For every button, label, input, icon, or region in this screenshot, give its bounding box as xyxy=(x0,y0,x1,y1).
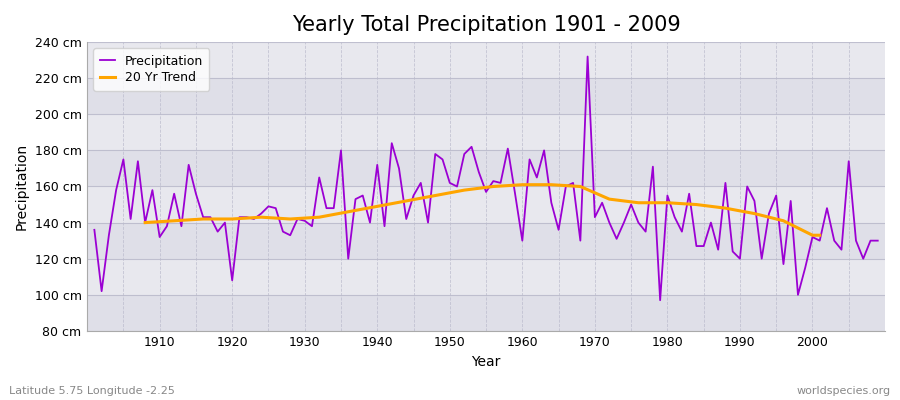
Precipitation xyxy=(654,298,665,303)
Line: Precipitation: Precipitation xyxy=(94,56,878,300)
Bar xyxy=(87,78,885,114)
20 Yr Trend xyxy=(169,218,180,223)
20 Yr Trend xyxy=(575,184,586,189)
20 Yr Trend xyxy=(778,218,789,223)
20 Yr Trend xyxy=(517,182,527,187)
20 Yr Trend xyxy=(604,197,615,202)
20 Yr Trend xyxy=(749,211,760,216)
20 Yr Trend xyxy=(720,206,731,210)
20 Yr Trend xyxy=(807,233,818,238)
20 Yr Trend xyxy=(633,200,643,205)
Bar xyxy=(87,222,885,259)
20 Yr Trend xyxy=(814,233,825,238)
Legend: Precipitation, 20 Yr Trend: Precipitation, 20 Yr Trend xyxy=(94,48,209,91)
Precipitation xyxy=(307,224,318,229)
20 Yr Trend xyxy=(227,216,238,221)
X-axis label: Year: Year xyxy=(472,355,500,369)
20 Yr Trend xyxy=(430,193,441,198)
Precipitation xyxy=(89,228,100,232)
Precipitation xyxy=(517,238,527,243)
20 Yr Trend xyxy=(546,182,557,187)
Precipitation xyxy=(509,191,520,196)
20 Yr Trend xyxy=(488,184,499,189)
Line: 20 Yr Trend: 20 Yr Trend xyxy=(145,185,820,235)
20 Yr Trend xyxy=(256,215,266,220)
Title: Yearly Total Precipitation 1901 - 2009: Yearly Total Precipitation 1901 - 2009 xyxy=(292,15,680,35)
Text: worldspecies.org: worldspecies.org xyxy=(796,386,891,396)
20 Yr Trend xyxy=(198,216,209,221)
Precipitation xyxy=(147,188,158,192)
20 Yr Trend xyxy=(662,200,673,205)
Bar xyxy=(87,150,885,186)
Bar xyxy=(87,295,885,331)
Precipitation xyxy=(350,197,361,202)
Precipitation xyxy=(872,238,883,243)
Precipitation xyxy=(582,54,593,59)
20 Yr Trend xyxy=(140,220,150,225)
20 Yr Trend xyxy=(284,216,295,221)
Y-axis label: Precipitation: Precipitation xyxy=(15,143,29,230)
Text: Latitude 5.75 Longitude -2.25: Latitude 5.75 Longitude -2.25 xyxy=(9,386,175,396)
Precipitation xyxy=(611,236,622,241)
20 Yr Trend xyxy=(314,215,325,220)
20 Yr Trend xyxy=(372,204,382,209)
20 Yr Trend xyxy=(459,188,470,192)
20 Yr Trend xyxy=(400,198,411,203)
20 Yr Trend xyxy=(691,202,702,207)
20 Yr Trend xyxy=(343,209,354,214)
